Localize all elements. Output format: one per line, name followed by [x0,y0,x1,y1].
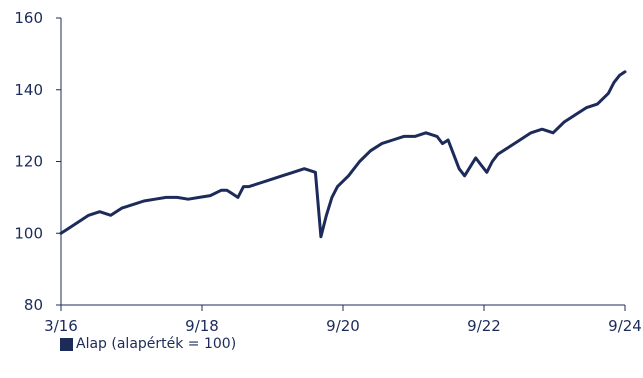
y-tick-label: 80 [24,296,43,314]
chart-legend: Alap (alapérték = 100) [60,334,236,354]
y-tick-label: 100 [14,224,43,242]
y-tick-label: 120 [14,153,43,171]
y-tick-label: 160 [14,9,43,27]
x-tick-label: 9/22 [467,317,501,335]
x-tick-label: 9/24 [608,317,642,335]
series-layer [59,70,627,239]
legend-label: Alap (alapérték = 100) [76,336,237,352]
x-axis-ticks: 3/16 9/18 9/20 9/22 9/24 [44,305,642,335]
y-axis-ticks: 80 100 120 140 160 [14,9,61,314]
y-tick-label: 140 [14,81,43,99]
x-tick-label: 3/16 [44,317,78,335]
chart-axes [60,18,625,306]
legend-swatch [60,337,73,351]
x-tick-label: 9/20 [326,317,360,335]
x-tick-label: 9/18 [185,317,219,335]
series-line [59,70,627,239]
